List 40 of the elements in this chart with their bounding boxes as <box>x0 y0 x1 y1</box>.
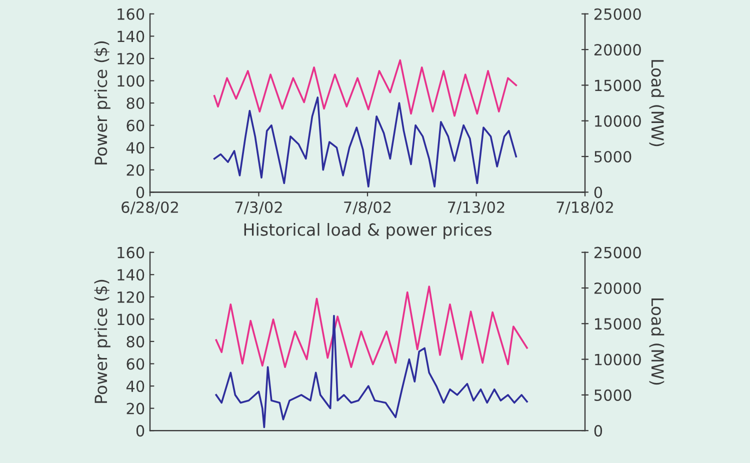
y2-tick-label: 10000 <box>595 115 641 127</box>
y-tick-label: 0 <box>136 425 144 437</box>
y2-tick-label: 5000 <box>594 389 632 401</box>
x-tick-label: 7/13/02 <box>448 201 504 214</box>
y-axis-title: Power price ($) <box>94 41 110 164</box>
y2-tick-label: 20000 <box>594 282 641 294</box>
y2-tick-label: 15000 <box>595 80 641 92</box>
y2-tick-label: 0 <box>594 186 602 198</box>
y-tick-label: 20 <box>126 164 144 176</box>
y-tick-label: 80 <box>126 336 144 348</box>
y-tick-label: 100 <box>118 75 144 87</box>
x-tick-label: 7/3/02 <box>235 201 282 214</box>
y-tick-label: 160 <box>118 8 144 20</box>
y-tick-label: 40 <box>126 380 144 392</box>
y2-tick-label: 5000 <box>594 150 632 163</box>
y2-tick-label: 15000 <box>595 318 641 330</box>
y-tick-label: 0 <box>136 186 144 198</box>
y-tick-label: 20 <box>126 402 144 414</box>
chart-title: Historical load & power prices <box>244 223 492 240</box>
y-tick-label: 120 <box>118 52 144 64</box>
y2-tick-label: 0 <box>594 425 602 437</box>
y2-tick-label: 25000 <box>594 246 641 258</box>
y-tick-label: 80 <box>126 97 144 110</box>
x-tick-label: 6/28/02 <box>122 201 178 214</box>
x-tick-label: 7/18/02 <box>556 201 613 214</box>
x-tick-label: 7/8/02 <box>344 201 391 214</box>
y2-tick-label: 10000 <box>595 354 641 366</box>
y-tick-label: 160 <box>118 246 144 258</box>
y2-tick-label: 25000 <box>594 8 641 20</box>
y-tick-label: 60 <box>126 120 144 132</box>
y-tick-label: 140 <box>118 30 144 42</box>
y2-axis-title: Load (MW) <box>649 60 664 146</box>
y2-tick-label: 20000 <box>594 44 641 56</box>
y-tick-label: 140 <box>118 269 144 281</box>
y-axis-title: Power price ($) <box>94 280 110 403</box>
y2-axis-title: Load (MW) <box>649 298 664 385</box>
y-tick-label: 100 <box>118 314 144 326</box>
y-tick-label: 120 <box>118 291 144 303</box>
y-tick-label: 40 <box>126 142 144 154</box>
y-tick-label: 60 <box>126 358 144 370</box>
